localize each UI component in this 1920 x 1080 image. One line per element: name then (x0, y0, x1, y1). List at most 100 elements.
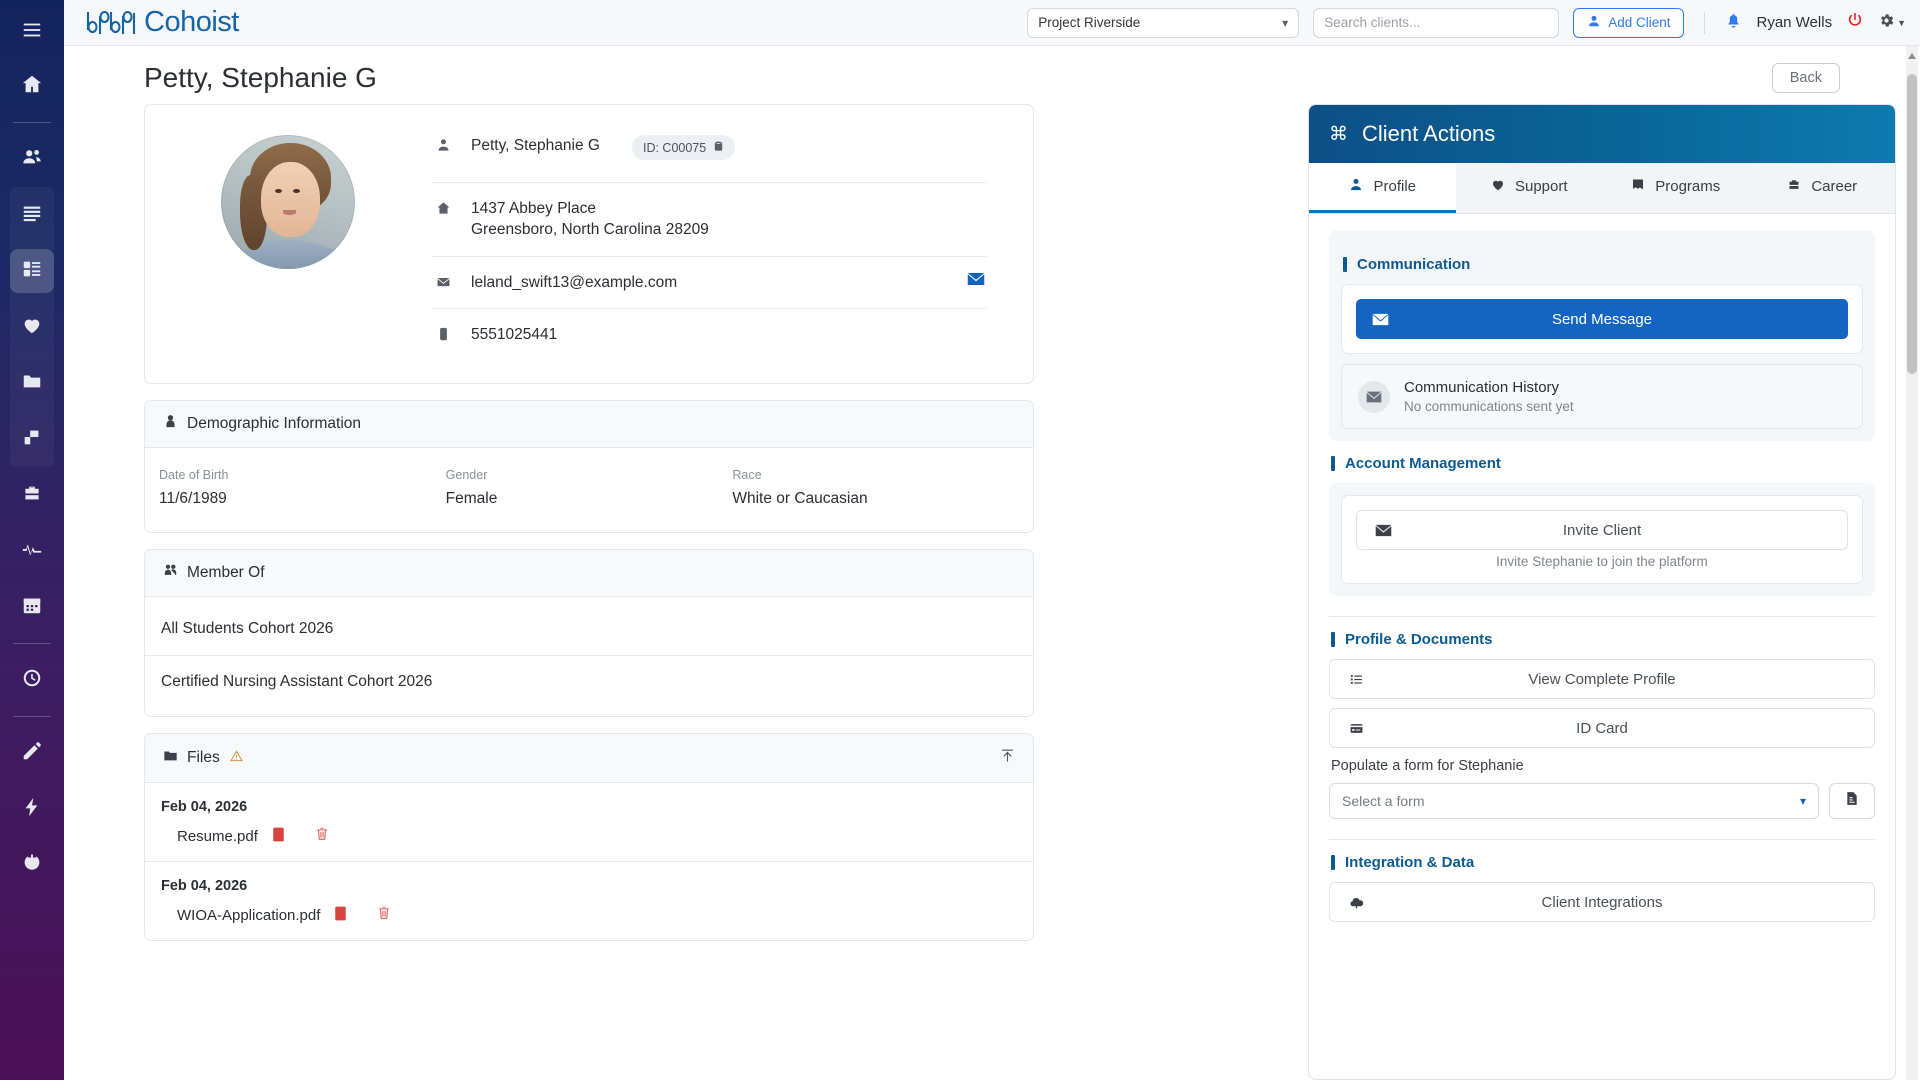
client-name: Petty, Stephanie G (471, 137, 600, 154)
sidebar-item-calendar[interactable] (10, 585, 54, 629)
back-button[interactable]: Back (1771, 63, 1840, 93)
brand-logo[interactable]: Cohoist (84, 6, 239, 39)
tab-career[interactable]: Career (1749, 163, 1896, 213)
logout-button[interactable] (1846, 11, 1864, 34)
tab-label: Profile (1373, 178, 1417, 195)
sidebar-item-activity[interactable] (10, 529, 54, 573)
communication-group: Communication Send Message (1329, 230, 1875, 441)
sidebar-item-home[interactable] (10, 64, 54, 108)
calendar-icon (21, 594, 43, 621)
person-outline-icon (163, 414, 178, 434)
table-row: Resume.pdf (161, 826, 1017, 847)
communication-history-box[interactable]: Communication History No communications … (1341, 364, 1863, 429)
client-id-label: ID: C00075 (642, 140, 707, 155)
tab-label: Programs (1655, 178, 1721, 195)
sidebar-item-automation[interactable] (10, 787, 54, 831)
delete-file-button[interactable] (315, 826, 329, 847)
brand-name: Cohoist (144, 6, 239, 38)
sidebar-item-support[interactable] (10, 305, 54, 349)
table-row: WIOA-Application.pdf (161, 905, 1017, 926)
populate-form-label: Populate a form for Stephanie (1331, 758, 1524, 774)
search-input[interactable]: Search clients... (1324, 15, 1421, 30)
identity-row-email: leland_swift13@example.com (431, 257, 987, 310)
upload-file-button[interactable] (1000, 747, 1015, 769)
sidebar-item-history[interactable] (10, 658, 54, 702)
id-card-icon (1348, 721, 1365, 736)
profile-documents-group: Profile & Documents View Complete Profil… (1329, 631, 1875, 819)
identity-details: Petty, Stephanie G ID: C00075 (431, 131, 987, 361)
integration-section-title-row: Integration & Data (1331, 854, 1875, 871)
invite-client-button[interactable]: Invite Client (1356, 510, 1848, 550)
sidebar-item-dashboard[interactable] (10, 249, 54, 293)
view-complete-profile-button[interactable]: View Complete Profile (1329, 659, 1875, 699)
sidebar-item-edit[interactable] (10, 731, 54, 775)
section-title: Account Management (1345, 455, 1501, 472)
demographic-field-dob: Date of Birth 11/6/1989 (159, 468, 446, 508)
demographic-card-title: Demographic Information (187, 415, 362, 433)
notifications-bell-button[interactable] (1725, 12, 1742, 34)
client-actions-panel: ⌘ Client Actions Profile (1308, 104, 1896, 1080)
id-card-button[interactable]: ID Card (1329, 708, 1875, 748)
clock-icon (21, 667, 43, 694)
envelope-icon (1375, 523, 1392, 538)
client-phone: 5551025441 (471, 326, 558, 344)
send-email-icon[interactable] (967, 272, 985, 291)
search-input-wrapper[interactable]: Search clients... (1313, 7, 1560, 38)
tab-programs[interactable]: Programs (1602, 163, 1749, 213)
settings-menu-button[interactable]: ▼ (1878, 12, 1906, 34)
demographic-label: Race (732, 468, 762, 483)
project-select[interactable]: Project Riverside ▾ (1027, 7, 1300, 38)
sidebar-item-logout[interactable] (10, 843, 54, 887)
cohoist-logo-icon (84, 8, 142, 38)
client-actions-body: Communication Send Message (1309, 214, 1895, 931)
section-accent-bar (1331, 632, 1335, 647)
file-name[interactable]: Resume.pdf (177, 828, 258, 846)
demographic-card-header: Demographic Information (145, 401, 1033, 449)
page-content: Petty, Stephanie G ID: C00075 (88, 104, 1896, 1080)
book-icon (1630, 177, 1646, 196)
command-icon: ⌘ (1329, 123, 1348, 145)
send-message-box: Send Message (1341, 284, 1863, 354)
folder-open-icon (163, 748, 178, 768)
envelope-icon (1358, 380, 1390, 413)
client-id-badge[interactable]: ID: C00075 (631, 135, 736, 160)
pdf-icon[interactable] (334, 906, 347, 926)
list-icon (1348, 672, 1365, 687)
tab-profile[interactable]: Profile (1309, 163, 1456, 213)
invite-box: Invite Client Invite Stephanie to join t… (1341, 495, 1863, 584)
communication-history-subtitle: No communications sent yet (1404, 399, 1574, 414)
identity-row-name: Petty, Stephanie G ID: C00075 (431, 131, 987, 183)
client-actions-title: Client Actions (1362, 121, 1496, 146)
tab-support[interactable]: Support (1456, 163, 1603, 213)
topbar-separator (1704, 11, 1706, 34)
section-accent-bar (1331, 855, 1335, 870)
id-card-label: ID Card (1576, 719, 1628, 737)
list-item[interactable]: All Students Cohort 2026 (145, 603, 1033, 657)
generate-form-button[interactable] (1829, 783, 1875, 819)
pdf-icon[interactable] (272, 827, 285, 847)
communication-history-text: Communication History No communications … (1404, 379, 1574, 414)
delete-file-button[interactable] (377, 905, 391, 926)
add-client-button[interactable]: Add Client (1573, 7, 1685, 38)
file-name[interactable]: WIOA-Application.pdf (177, 907, 321, 925)
sidebar-item-files[interactable] (10, 361, 54, 405)
form-select[interactable]: Select a form ▾ (1329, 783, 1819, 819)
copy-icon (713, 140, 724, 155)
client-integrations-button[interactable]: Client Integrations (1329, 882, 1875, 922)
files-list: Feb 04, 2026 Resume.pdf (145, 783, 1033, 940)
sidebar-item-programs[interactable] (10, 417, 54, 461)
person-add-icon (1587, 14, 1601, 31)
menu-toggle-button[interactable] (10, 10, 54, 54)
chevron-down-icon: ▼ (1897, 17, 1906, 28)
sidebar-item-lists[interactable] (10, 193, 54, 237)
integration-data-group: Integration & Data Client Integrations (1329, 854, 1875, 922)
scrollbar-thumb[interactable] (1907, 74, 1917, 374)
scroll-up-arrow-icon[interactable] (1908, 53, 1916, 59)
sidebar-item-clients[interactable] (10, 137, 54, 181)
send-message-button[interactable]: Send Message (1356, 299, 1848, 339)
sidebar-item-career[interactable] (10, 473, 54, 517)
list-item[interactable]: Certified Nursing Assistant Cohort 2026 (161, 673, 433, 691)
main-area: Cohoist Project Riverside ▾ Search clien… (64, 0, 1920, 1080)
page-scrollbar[interactable] (1906, 46, 1918, 1080)
view-complete-profile-label: View Complete Profile (1528, 670, 1676, 688)
